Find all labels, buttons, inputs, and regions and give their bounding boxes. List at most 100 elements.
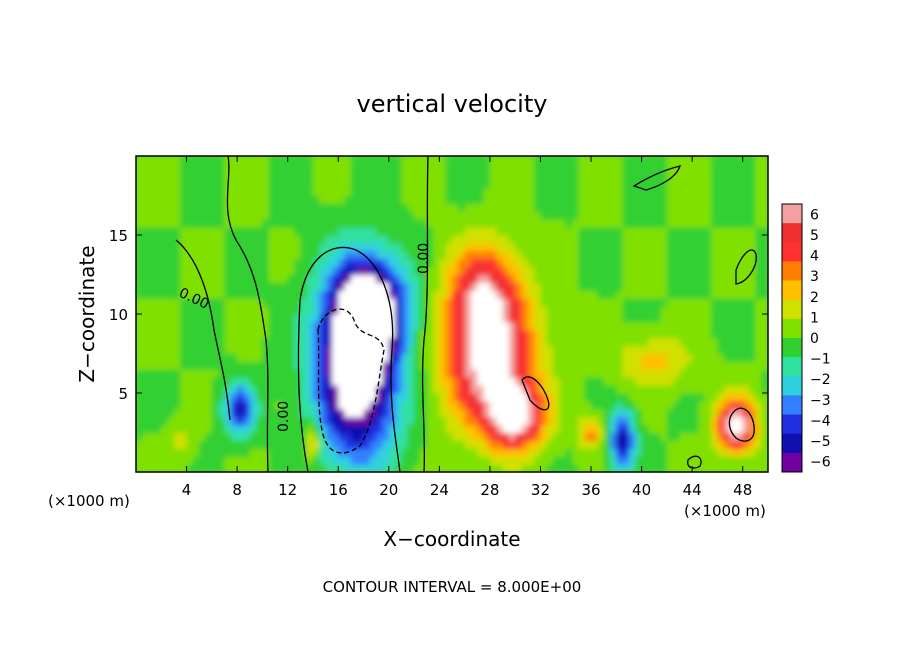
field-cell — [660, 385, 668, 394]
field-cell — [407, 424, 415, 434]
field-cell — [281, 440, 289, 449]
field-cell — [616, 282, 624, 291]
field-cell — [281, 321, 289, 331]
field-cell — [730, 329, 737, 339]
field-cell — [603, 242, 611, 252]
field-cell — [565, 369, 573, 378]
field-cell — [363, 306, 371, 315]
field-cell — [439, 211, 447, 220]
field-cell — [167, 377, 175, 386]
field-cell — [717, 353, 725, 362]
field-cell — [521, 385, 529, 394]
field-cell — [262, 353, 270, 362]
field-cell — [167, 432, 175, 441]
field-cell — [698, 203, 706, 212]
field-cell — [199, 353, 207, 362]
field-cell — [641, 321, 649, 331]
field-cell — [660, 163, 668, 173]
field-cell — [521, 227, 529, 236]
field-cell — [679, 258, 687, 268]
field-cell — [679, 250, 687, 260]
field-cell — [717, 432, 725, 441]
field-cell — [256, 203, 263, 212]
field-cell — [142, 195, 150, 204]
field-cell — [230, 314, 238, 323]
field-cell — [540, 329, 548, 339]
field-cell — [660, 227, 668, 236]
field-cell — [559, 448, 567, 457]
field-cell — [420, 282, 428, 291]
field-cell — [243, 211, 251, 220]
field-cell — [673, 456, 681, 465]
field-cell — [717, 163, 725, 173]
field-cell — [508, 400, 516, 410]
field-cell — [704, 282, 712, 291]
field-cell — [578, 464, 586, 472]
field-cell — [540, 432, 548, 441]
field-cell — [407, 171, 415, 181]
field-cell — [534, 408, 542, 418]
field-cell — [414, 369, 421, 378]
field-cell — [742, 369, 750, 378]
field-cell — [218, 369, 226, 378]
field-cell — [275, 424, 282, 434]
field-cell — [521, 393, 529, 402]
field-cell — [338, 440, 346, 449]
field-cell — [527, 266, 535, 276]
field-cell — [578, 393, 586, 402]
field-cell — [641, 456, 649, 465]
field-cell — [180, 448, 188, 457]
field-cell — [312, 156, 320, 165]
field-cell — [281, 393, 289, 402]
field-cell — [262, 400, 270, 410]
field-cell — [502, 432, 510, 441]
field-cell — [312, 266, 320, 276]
field-cell — [376, 314, 384, 323]
field-cell — [439, 345, 447, 355]
field-cell — [666, 187, 674, 197]
field-cell — [730, 250, 737, 260]
field-cell — [148, 235, 156, 244]
field-cell — [717, 321, 725, 331]
field-cell — [698, 314, 706, 323]
field-cell — [508, 156, 516, 165]
field-cell — [350, 448, 358, 457]
field-cell — [433, 393, 440, 402]
field-cell — [565, 179, 573, 189]
field-cell — [464, 235, 472, 244]
field-cell — [414, 440, 421, 449]
field-cell — [205, 179, 213, 189]
field-cell — [736, 187, 744, 197]
field-cell — [433, 345, 440, 355]
field-cell — [154, 235, 162, 244]
field-cell — [338, 329, 346, 339]
field-cell — [591, 369, 598, 378]
field-cell — [635, 306, 643, 315]
field-cell — [464, 400, 472, 410]
field-cell — [572, 306, 579, 315]
field-cell — [256, 456, 263, 465]
field-cell — [559, 203, 567, 212]
field-cell — [268, 321, 276, 331]
field-cell — [622, 369, 630, 378]
field-cell — [161, 345, 169, 355]
field-cell — [205, 329, 213, 339]
field-cell — [755, 369, 763, 378]
field-cell — [363, 440, 371, 449]
field-cell — [173, 306, 181, 315]
field-cell — [692, 242, 700, 252]
field-cell — [628, 156, 636, 165]
field-cell — [180, 290, 188, 299]
field-cell — [749, 306, 756, 315]
field-cell — [344, 235, 352, 244]
field-cell — [243, 440, 251, 449]
field-cell — [502, 156, 510, 165]
field-cell — [407, 416, 415, 426]
field-cell — [142, 163, 150, 173]
field-cell — [761, 298, 768, 307]
field-cell — [230, 290, 238, 299]
field-cell — [325, 440, 333, 449]
field-cell — [685, 156, 693, 165]
field-cell — [641, 219, 649, 228]
field-cell — [749, 179, 756, 189]
